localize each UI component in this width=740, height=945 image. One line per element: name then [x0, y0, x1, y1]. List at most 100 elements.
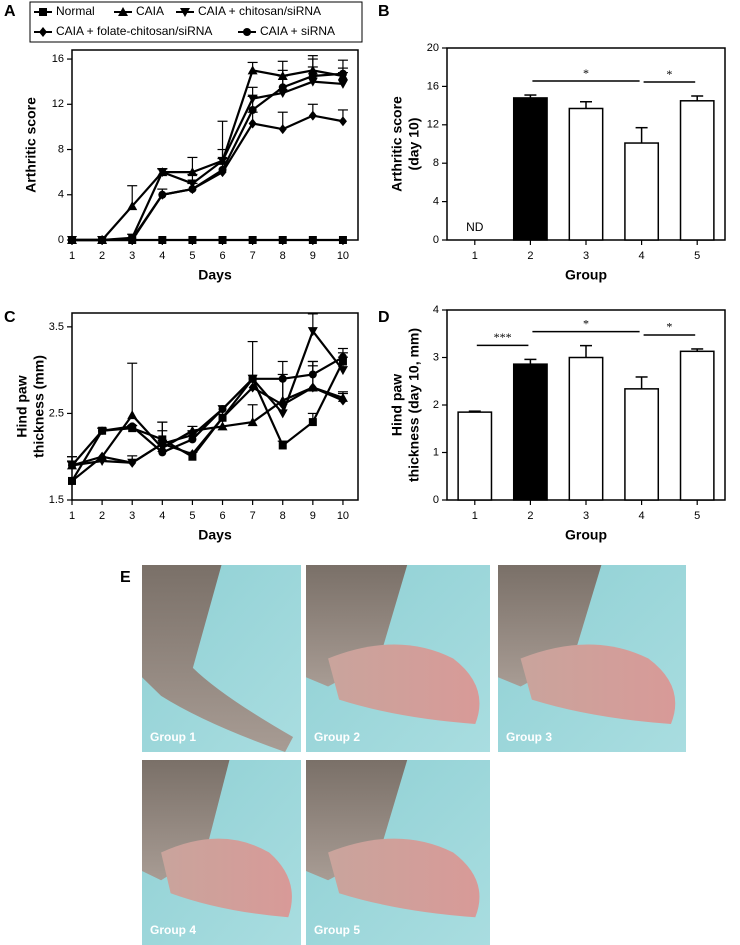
x-tick-label: 6	[219, 250, 225, 262]
series-line	[72, 114, 344, 242]
x-tick-label: 6	[219, 510, 225, 522]
photo-label: Group 5	[314, 923, 360, 937]
photo-label: Group 2	[314, 730, 360, 744]
marker	[308, 72, 317, 81]
y-axis-title: thickness (day 10, mm)	[406, 328, 422, 482]
marker	[98, 236, 107, 244]
y-axis-title: thickness (mm)	[31, 355, 47, 458]
marker	[337, 366, 348, 376]
marker	[243, 28, 251, 36]
y-tick-label: 8	[58, 143, 64, 155]
marker	[278, 399, 287, 410]
bar	[512, 363, 548, 501]
x-tick-label: 4	[159, 510, 165, 522]
marker	[39, 27, 47, 37]
legend-label: CAIA + chitosan/siRNA	[198, 4, 321, 18]
marker	[278, 124, 287, 135]
bar	[512, 97, 548, 241]
x-tick-label: 1	[69, 250, 75, 262]
series-line	[72, 72, 344, 242]
significance-label: ***	[494, 330, 512, 344]
x-tick-label: 9	[310, 510, 316, 522]
y-tick-label: 12	[52, 98, 64, 110]
y-tick-label: 4	[58, 189, 64, 201]
x-tick-label: 2	[527, 250, 533, 262]
panel-label: C	[4, 309, 16, 326]
marker	[217, 421, 228, 431]
legend-label: Normal	[56, 4, 95, 18]
swollen-paw	[161, 838, 292, 918]
y-tick-label: 4	[433, 304, 439, 316]
bar	[679, 350, 715, 501]
legend-box	[29, 1, 363, 43]
x-tick-label: 2	[527, 510, 533, 522]
series-line	[71, 328, 344, 467]
marker	[277, 409, 288, 419]
photo: Group 3	[498, 565, 686, 752]
value-label: ND	[466, 220, 484, 234]
marker	[308, 370, 317, 379]
marker	[157, 168, 168, 178]
y-tick-label: 8	[433, 157, 439, 169]
x-tick-label: 7	[250, 250, 256, 262]
series-line	[71, 386, 344, 467]
marker	[338, 353, 347, 362]
photo: Group 4	[142, 760, 301, 945]
marker	[68, 461, 76, 470]
x-tick-label: 8	[280, 250, 286, 262]
y-tick-label: 0	[58, 234, 64, 246]
significance-label: *	[583, 66, 589, 80]
marker	[248, 105, 257, 114]
significance-label: *	[666, 320, 672, 334]
marker	[248, 236, 257, 244]
marker	[127, 410, 138, 420]
marker	[248, 382, 257, 393]
y-tick-label: 16	[52, 53, 64, 65]
panel-label: B	[378, 3, 390, 20]
x-tick-label: 7	[250, 510, 256, 522]
y-axis-title: Arthritic score	[389, 96, 405, 192]
marker	[188, 435, 197, 444]
marker	[158, 438, 167, 449]
marker	[180, 8, 190, 17]
marker	[307, 327, 318, 337]
y-tick-label: 3	[433, 351, 439, 363]
x-tick-label: 9	[310, 250, 316, 262]
x-tick-label: 5	[189, 510, 195, 522]
marker	[118, 7, 128, 16]
marker	[188, 185, 197, 194]
y-tick-label: 4	[433, 196, 439, 208]
legend-label: CAIA	[136, 4, 164, 18]
leg	[306, 565, 408, 687]
x-tick-label: 3	[583, 510, 589, 522]
y-tick-label: 1.5	[49, 494, 64, 506]
x-tick-label: 10	[337, 250, 349, 262]
marker	[307, 77, 318, 87]
y-tick-label: 16	[427, 80, 439, 92]
marker	[338, 395, 347, 406]
marker	[158, 236, 167, 244]
photo: Group 5	[306, 760, 490, 945]
marker	[277, 88, 288, 98]
leg	[306, 760, 408, 881]
photo-label: Group 4	[150, 923, 196, 937]
marker	[278, 83, 287, 92]
significance-label: *	[666, 67, 672, 81]
marker	[128, 234, 137, 243]
marker	[218, 165, 227, 174]
x-axis-title: Group	[565, 527, 607, 543]
y-axis-title: (day 10)	[406, 118, 422, 171]
marker	[218, 405, 227, 414]
y-tick-label: 0	[433, 234, 439, 246]
y-tick-label: 2	[433, 399, 439, 411]
x-tick-label: 10	[337, 510, 349, 522]
x-axis-title: Days	[198, 267, 232, 283]
y-tick-label: 3.5	[49, 321, 64, 333]
marker	[188, 236, 197, 244]
photo-panel: Group 1 Group 2 Group 3 Group 4 Group 5	[142, 565, 686, 945]
legend: Normal CAIA CAIA + chitosan/siRNA CAIA + fo…	[29, 1, 363, 43]
marker	[308, 418, 317, 427]
x-tick-label: 5	[694, 510, 700, 522]
